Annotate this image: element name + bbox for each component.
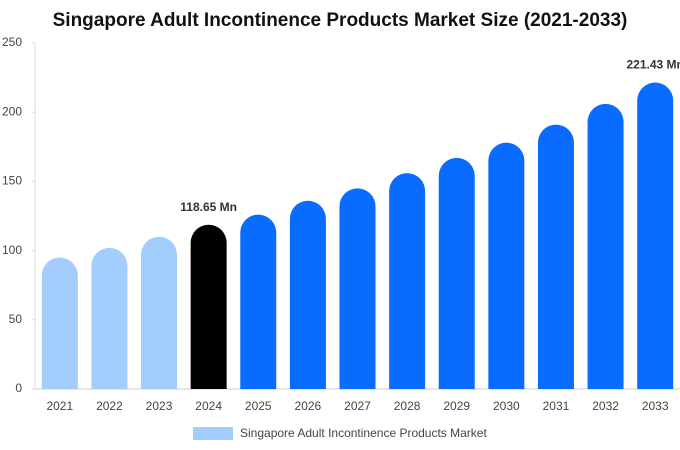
x-tick-label: 2030 bbox=[493, 399, 520, 413]
y-tick-label: 150 bbox=[2, 174, 22, 188]
y-tick-label: 50 bbox=[9, 312, 23, 326]
x-tick-label: 2026 bbox=[295, 399, 322, 413]
bar bbox=[240, 214, 277, 389]
x-tick-label: 2027 bbox=[344, 399, 371, 413]
bar bbox=[537, 124, 574, 389]
x-tick-label: 2033 bbox=[642, 399, 669, 413]
bar bbox=[587, 103, 624, 390]
x-tick-label: 2025 bbox=[245, 399, 272, 413]
bar bbox=[637, 82, 674, 389]
legend-label: Singapore Adult Incontinence Products Ma… bbox=[240, 426, 487, 440]
y-tick-label: 250 bbox=[2, 35, 22, 49]
bar bbox=[339, 188, 376, 389]
x-tick-label: 2022 bbox=[96, 399, 123, 413]
x-tick-label: 2029 bbox=[443, 399, 470, 413]
chart-title: Singapore Adult Incontinence Products Ma… bbox=[53, 10, 628, 31]
bar bbox=[141, 236, 178, 389]
bar bbox=[289, 200, 326, 389]
legend-swatch bbox=[193, 427, 233, 440]
bar bbox=[438, 157, 475, 389]
bar bbox=[488, 142, 525, 389]
x-tick-label: 2021 bbox=[46, 399, 73, 413]
x-tick-label: 2028 bbox=[394, 399, 421, 413]
y-tick-label: 200 bbox=[2, 104, 22, 118]
bar bbox=[389, 173, 426, 389]
bar bbox=[190, 224, 227, 389]
x-tick-label: 2023 bbox=[146, 399, 173, 413]
x-tick-label: 2024 bbox=[195, 399, 222, 413]
x-tick-label: 2031 bbox=[543, 399, 570, 413]
bar bbox=[41, 257, 78, 389]
value-label: 221.43 Mn bbox=[627, 58, 680, 72]
y-tick-label: 0 bbox=[15, 381, 22, 395]
bar bbox=[91, 247, 128, 389]
x-tick-label: 2032 bbox=[592, 399, 619, 413]
value-label: 118.65 Mn bbox=[180, 200, 237, 214]
y-tick-label: 100 bbox=[2, 243, 22, 257]
